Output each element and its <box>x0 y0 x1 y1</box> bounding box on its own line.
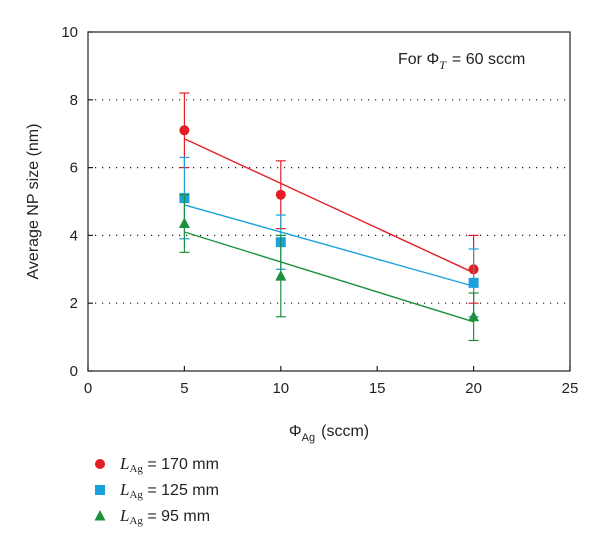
legend-value: = 95 mm <box>142 507 211 525</box>
flow-annotation: For ΦT = 60 sccm <box>398 51 525 72</box>
y-tick-label: 0 <box>70 363 78 380</box>
data-point <box>95 459 105 469</box>
x-tick-label: 0 <box>84 380 92 397</box>
chart: 0 5 10 15 20 25 0 2 4 6 8 10 Average NP size (nm) Φ… <box>25 24 578 444</box>
legend-item: LAg = 95 mm <box>90 504 219 528</box>
y-tick-label: 6 <box>70 160 78 177</box>
fit-line <box>184 138 474 274</box>
x-tick-label: 5 <box>180 380 188 397</box>
annotation-suffix: = 60 sccm <box>452 51 525 68</box>
data-point <box>95 485 105 495</box>
y-axis-label: Average NP size (nm) <box>25 124 42 280</box>
legend-sub: Ag <box>129 514 143 527</box>
plot-frame <box>87 31 571 372</box>
annotation-sub: T <box>439 58 447 72</box>
legend-symbol: LAg <box>120 505 143 527</box>
legend-sub: Ag <box>129 462 143 475</box>
legend-label: LAg = 95 mm <box>120 506 210 527</box>
legend-marker <box>95 459 105 469</box>
series-layer <box>178 92 480 342</box>
legend-label: LAg = 125 mm <box>120 480 219 501</box>
fit-line <box>184 231 474 323</box>
legend-value: = 170 mm <box>142 455 219 473</box>
x-axis-label-sub: Ag <box>302 432 315 444</box>
y-tick-label: 4 <box>70 227 78 244</box>
x-axis-label-symbol: Φ <box>289 423 302 440</box>
x-tick-label: 20 <box>465 380 482 397</box>
legend-item: LAg = 125 mm <box>90 478 219 502</box>
legend-symbol: LAg <box>120 453 143 475</box>
fit-line <box>184 204 474 287</box>
y-tick-label: 10 <box>61 24 78 41</box>
data-point <box>178 217 190 229</box>
data-point <box>94 510 106 521</box>
legend: LAg = 170 mm LAg = 125 mm LAg = 95 mm <box>90 452 219 530</box>
x-tick-label: 15 <box>369 380 386 397</box>
x-axis-label: ΦAg (sccm) <box>289 423 369 444</box>
x-tick-label: 10 <box>272 380 289 397</box>
x-axis-label-unit: (sccm) <box>321 423 369 440</box>
data-point <box>275 270 287 281</box>
legend-symbol: LAg <box>120 479 143 501</box>
legend-item: LAg = 170 mm <box>90 452 219 476</box>
data-point <box>179 125 190 136</box>
legend-value: = 125 mm <box>142 481 219 499</box>
data-point <box>468 310 480 322</box>
legend-label: LAg = 170 mm <box>120 454 219 475</box>
legend-marker <box>94 510 106 521</box>
x-tick-label: 25 <box>562 380 579 397</box>
data-point <box>468 277 479 288</box>
series-2 <box>178 194 480 342</box>
legend-marker <box>95 485 105 495</box>
y-tick-label: 8 <box>70 92 78 109</box>
data-point <box>275 189 286 200</box>
annotation-prefix: For Φ <box>398 51 439 68</box>
axis-ticks: 0 5 10 15 20 25 0 2 4 6 8 10 <box>61 24 578 397</box>
grid-lines <box>88 99 570 304</box>
series-1 <box>179 156 479 318</box>
legend-sub: Ag <box>129 488 143 501</box>
series-0 <box>179 92 479 304</box>
y-tick-label: 2 <box>70 295 78 312</box>
